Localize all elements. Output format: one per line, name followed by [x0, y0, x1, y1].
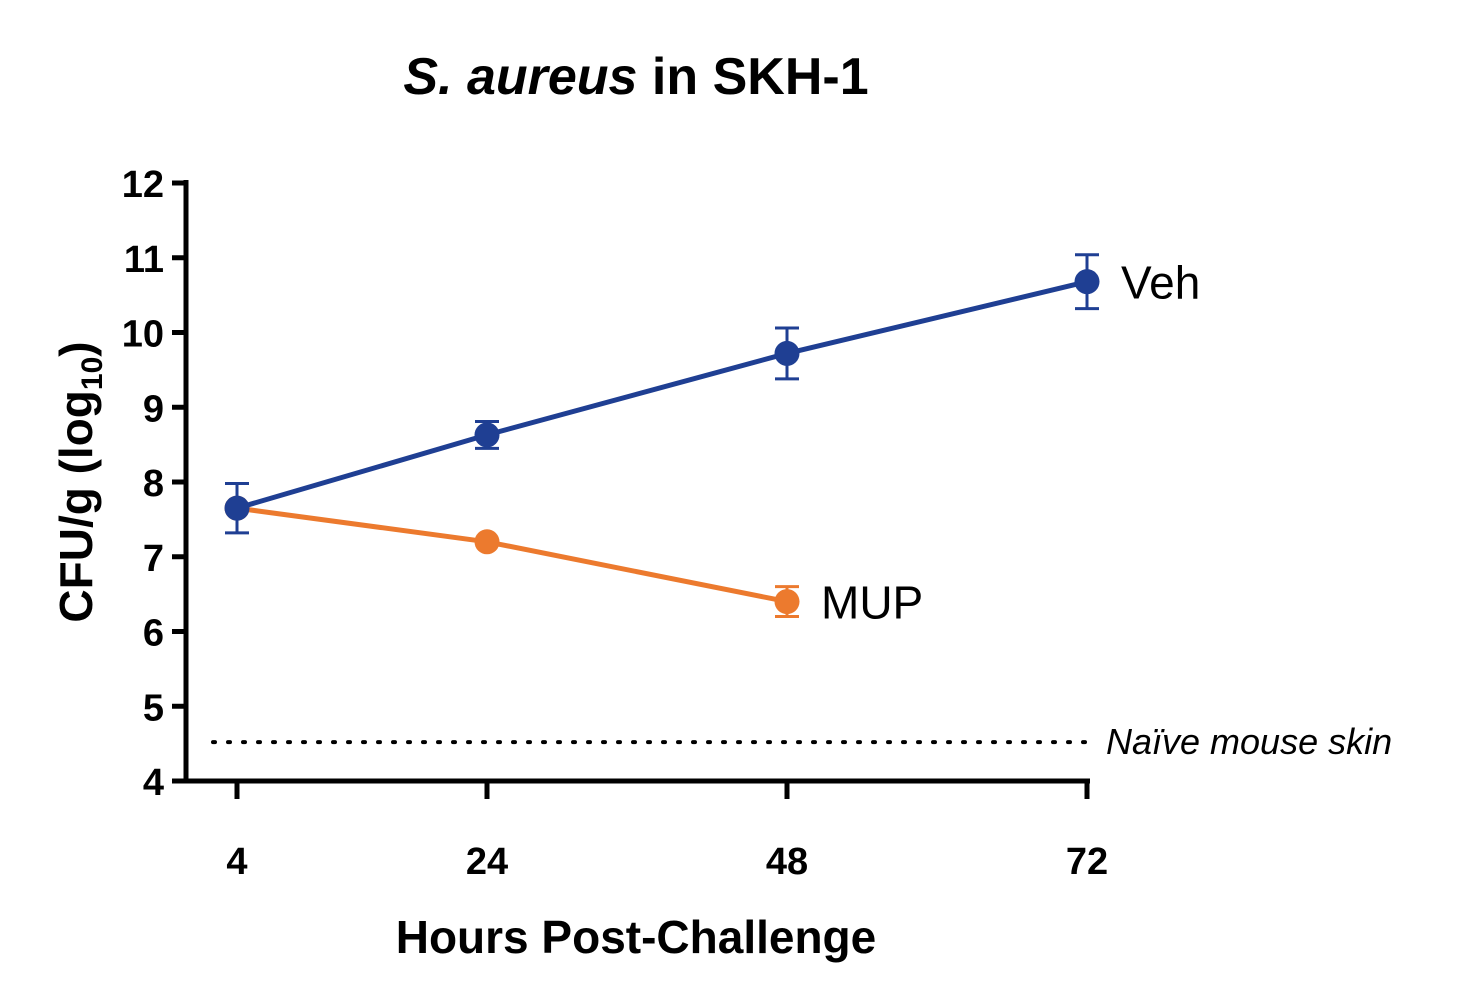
data-point	[474, 422, 500, 448]
x-tick-label: 72	[1066, 841, 1108, 883]
y-tick-label: 7	[143, 538, 164, 580]
y-tick-label: 11	[124, 239, 164, 281]
chart-title-rest: in SKH-1	[637, 48, 868, 106]
y-axis-label: CFU/g (log10)	[50, 341, 109, 622]
x-axis-label: Hours Post-Challenge	[396, 911, 877, 963]
x-ticks: 4 24 48 72	[226, 781, 1108, 883]
x-tick-label: 24	[466, 841, 508, 883]
data-point	[224, 495, 250, 521]
y-ticks: 4 5 6 7 8 9 10 11 12	[122, 164, 186, 804]
data-point	[474, 529, 500, 555]
y-tick-label: 5	[143, 687, 164, 729]
y-tick-label: 9	[143, 388, 164, 430]
series-group: MUP Veh	[224, 253, 1200, 629]
chart-title-italic: S. aureus	[403, 48, 637, 106]
y-tick-label: 6	[143, 613, 164, 655]
y-tick-label: 8	[143, 463, 164, 505]
x-tick-label: 4	[226, 841, 247, 883]
series-label: MUP	[821, 577, 923, 629]
y-tick-label: 10	[122, 314, 164, 356]
y-axis-label-main: CFU/g (log	[50, 390, 102, 623]
y-tick-label: 12	[122, 164, 164, 206]
series-veh: Veh	[224, 253, 1200, 535]
chart-title: S. aureus in SKH-1	[403, 48, 868, 106]
reference-line-group: Naïve mouse skin	[211, 721, 1392, 762]
data-point	[774, 589, 800, 615]
y-tick-label: 4	[143, 762, 164, 804]
reference-line-label: Naïve mouse skin	[1106, 721, 1392, 762]
data-point	[774, 340, 800, 366]
y-axis-label-subscript: 10	[76, 357, 109, 390]
series-line	[236, 279, 1088, 511]
x-tick-label: 48	[766, 841, 808, 883]
y-axis-label-close: )	[50, 341, 102, 356]
series-mup: MUP	[224, 495, 923, 629]
series-label: Veh	[1121, 257, 1200, 309]
series-line	[236, 505, 788, 605]
data-point	[1074, 269, 1100, 295]
